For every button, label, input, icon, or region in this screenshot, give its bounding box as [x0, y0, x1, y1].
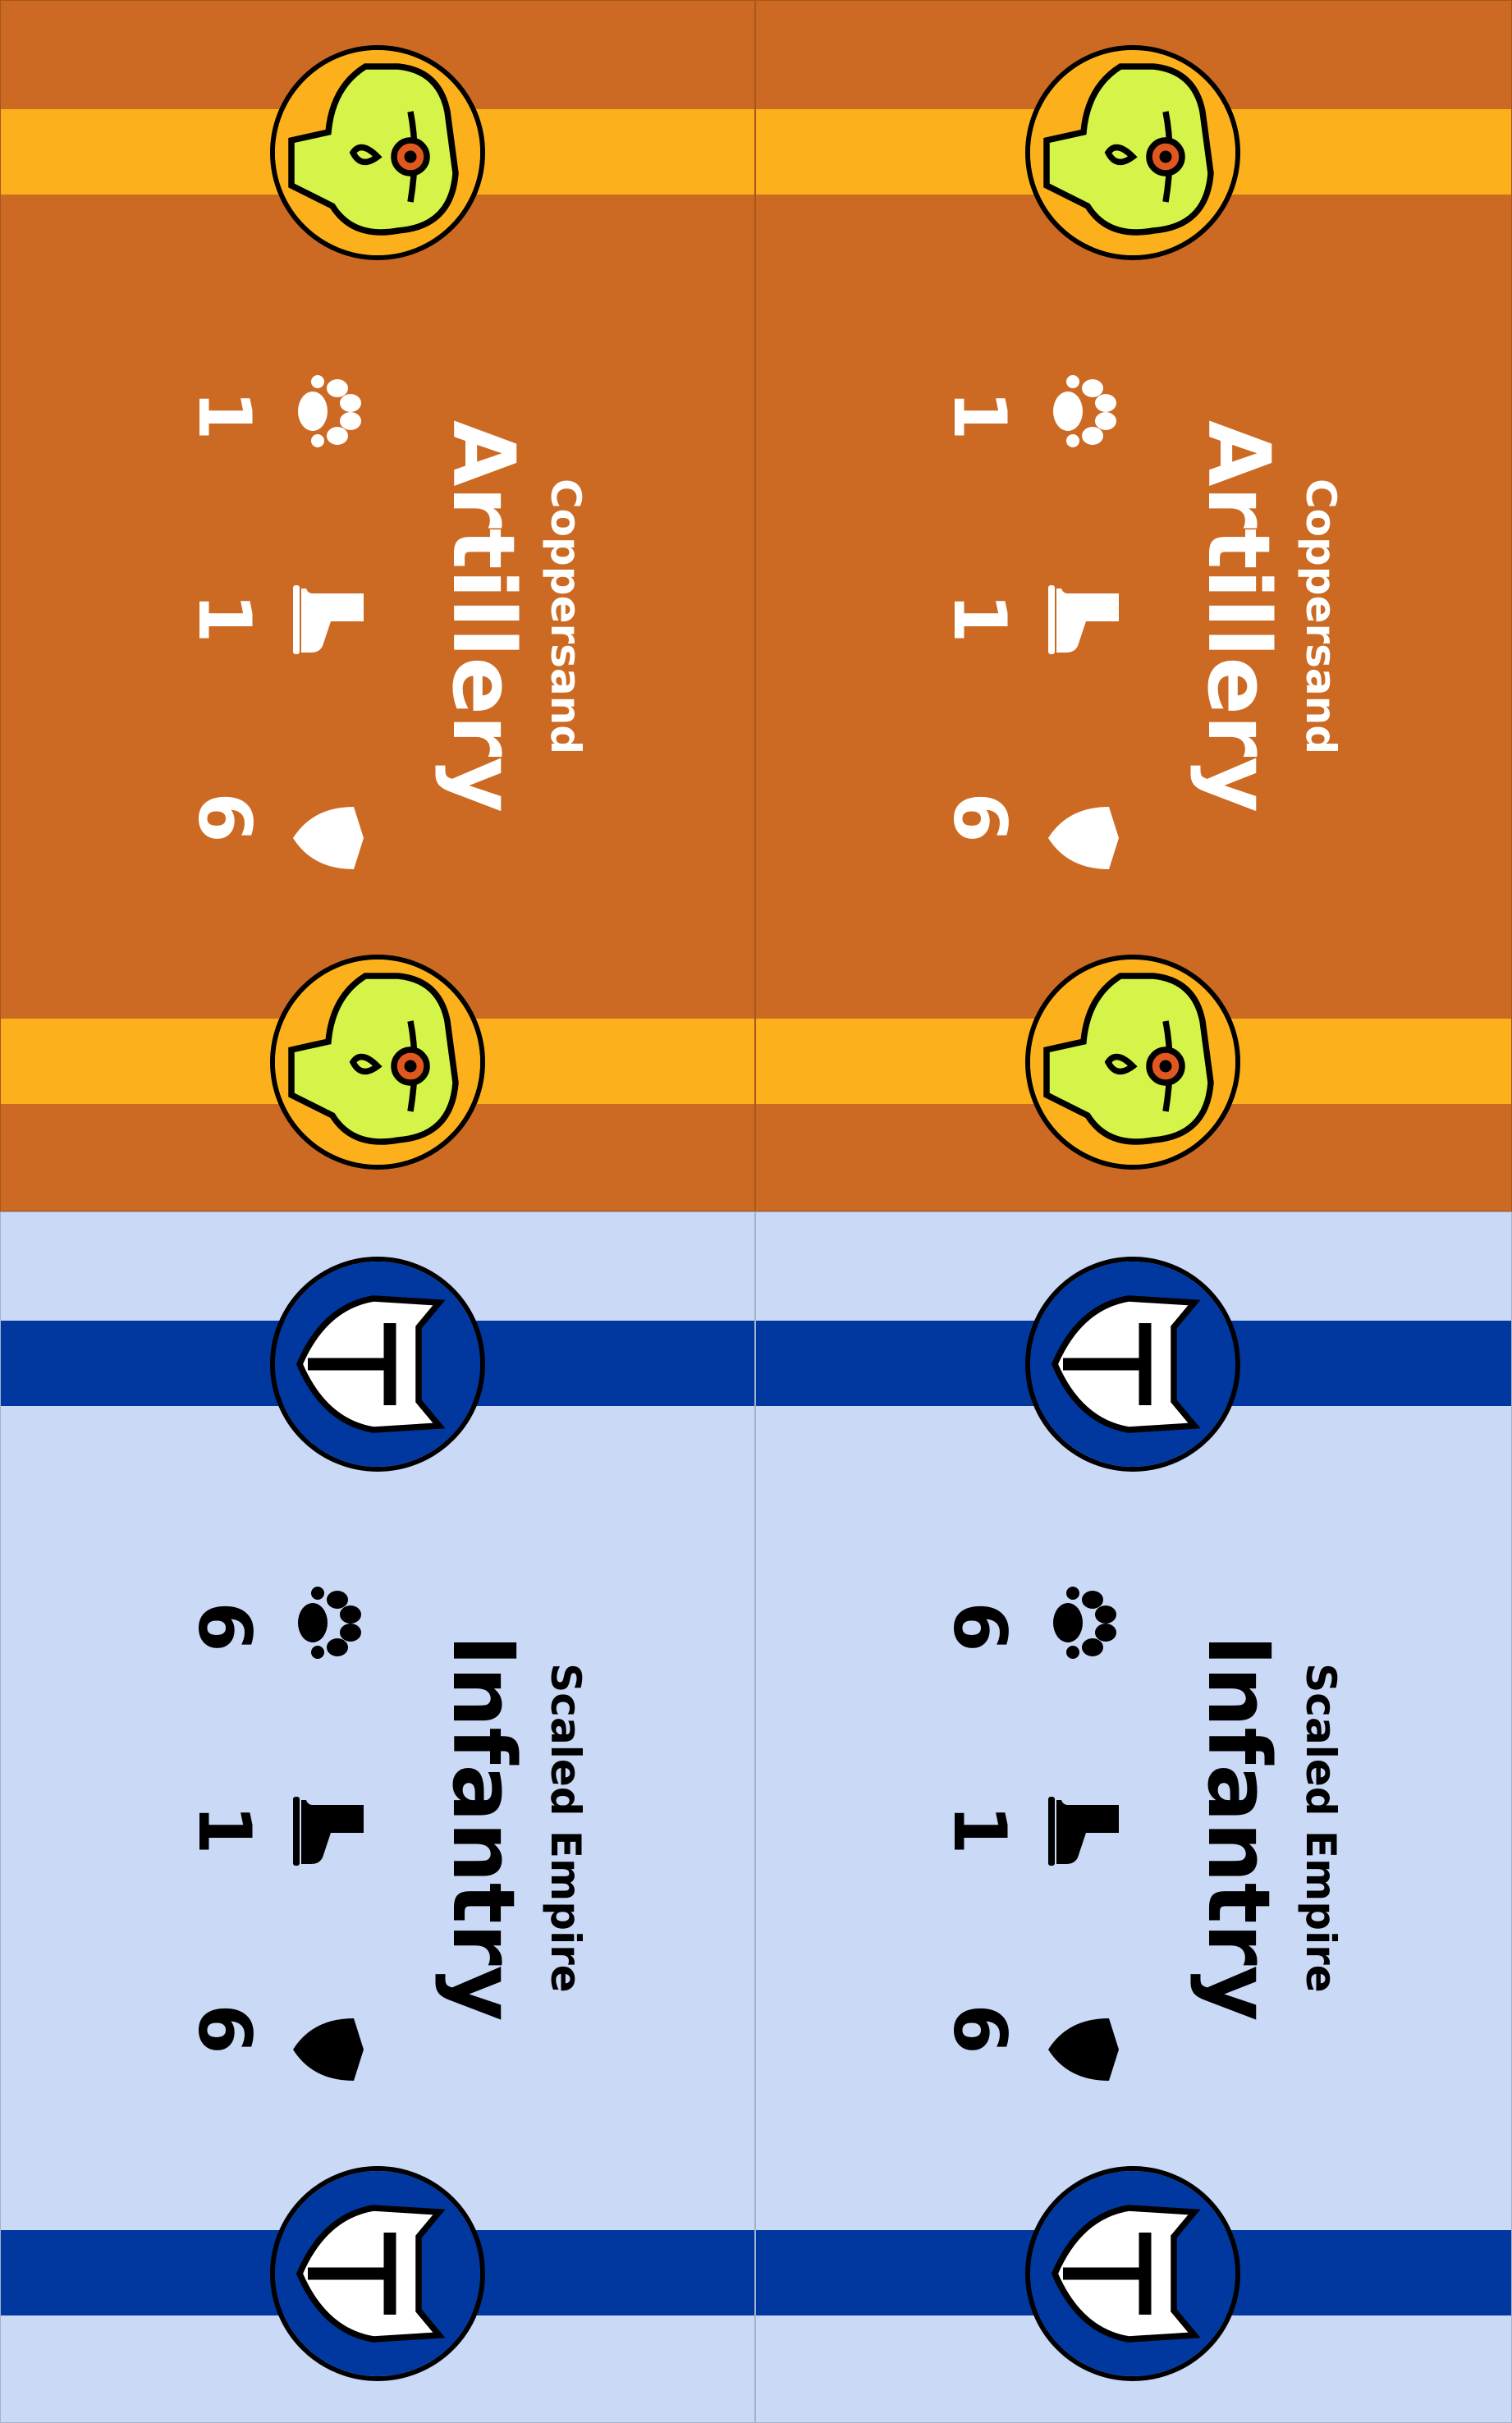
stat-value-text: 1 [937, 1804, 1022, 1855]
defense-value: 6 [182, 1996, 267, 2062]
goblin-goggles-emblem-icon [270, 45, 485, 260]
stat-value-text: 6 [937, 792, 1022, 843]
card-title-block: Scaled Empire Infantry [433, 1582, 633, 2074]
defense-value: 6 [937, 785, 1022, 850]
shield-icon [288, 2008, 370, 2091]
defense-value: 6 [937, 1996, 1022, 2062]
stat-value-text: 6 [937, 1601, 1022, 1652]
stat-value-text: 6 [937, 2004, 1022, 2054]
faction-name: Scaled Empire [542, 1663, 589, 1993]
stat-value-text: 1 [182, 593, 267, 644]
unit-card[interactable]: Coppersand Artillery 1 1 6 [755, 0, 1512, 1212]
card-title-block: Coppersand Artillery [1189, 370, 1388, 863]
unit-card[interactable]: Scaled Empire Infantry 6 1 6 [755, 1212, 1512, 2423]
paw-icon [288, 1582, 370, 1664]
stat-value-text: 6 [182, 1601, 267, 1652]
boot-icon [288, 1787, 370, 1869]
move-value: 1 [937, 1797, 1022, 1862]
move-value: 1 [937, 585, 1022, 651]
boot-icon [288, 575, 370, 657]
stat-value-text: 6 [182, 792, 267, 843]
paw-icon [1043, 1582, 1125, 1664]
boot-icon [1043, 1787, 1125, 1869]
move-value: 1 [182, 585, 267, 651]
stat-value-text: 6 [182, 2004, 267, 2054]
goblin-goggles-emblem-icon [270, 955, 485, 1170]
knight-helmet-emblem-icon [270, 2166, 485, 2381]
knight-helmet-emblem-icon [1025, 1257, 1240, 1472]
goblin-goggles-emblem-icon [1025, 45, 1240, 260]
shield-icon [1043, 2008, 1125, 2091]
unit-name: Artillery [433, 419, 534, 813]
card-title-block: Scaled Empire Infantry [1189, 1582, 1388, 2074]
unit-card[interactable]: Coppersand Artillery 1 1 6 [0, 0, 755, 1212]
faction-name: Scaled Empire [1297, 1663, 1345, 1993]
attack-value: 1 [937, 382, 1022, 448]
knight-helmet-emblem-icon [1025, 2166, 1240, 2381]
unit-name: Infantry [433, 1634, 534, 2022]
card-title-block: Coppersand Artillery [433, 370, 633, 863]
unit-name: Artillery [1189, 419, 1289, 813]
attack-value: 6 [182, 1594, 267, 1660]
move-value: 1 [182, 1797, 267, 1862]
stat-value-text: 1 [182, 1804, 267, 1855]
stat-value-text: 1 [937, 390, 1022, 441]
faction-name: Coppersand [1297, 478, 1345, 755]
shield-icon [1043, 797, 1125, 879]
boot-icon [1043, 575, 1125, 657]
attack-value: 1 [182, 382, 267, 448]
defense-value: 6 [182, 785, 267, 850]
shield-icon [288, 797, 370, 879]
knight-helmet-emblem-icon [270, 1257, 485, 1472]
paw-icon [1043, 370, 1125, 452]
stat-value-text: 1 [182, 390, 267, 441]
faction-name: Coppersand [542, 478, 589, 755]
stat-value-text: 1 [937, 593, 1022, 644]
unit-card[interactable]: Scaled Empire Infantry 6 1 6 [0, 1212, 755, 2423]
goblin-goggles-emblem-icon [1025, 955, 1240, 1170]
attack-value: 6 [937, 1594, 1022, 1660]
paw-icon [288, 370, 370, 452]
unit-name: Infantry [1189, 1634, 1289, 2022]
